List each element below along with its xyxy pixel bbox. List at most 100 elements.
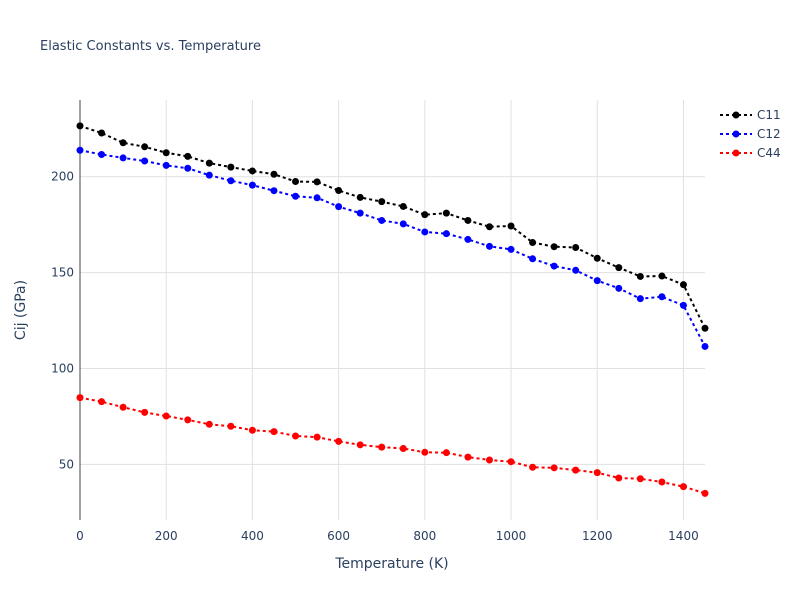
series-c12 [76, 146, 709, 350]
grid [80, 100, 705, 520]
data-point-c12 [313, 194, 321, 202]
data-point-c44 [270, 428, 278, 436]
data-point-c44 [248, 426, 256, 434]
data-point-c44 [701, 489, 709, 497]
x-tick-label: 800 [413, 529, 436, 543]
data-point-c12 [76, 146, 84, 154]
data-point-c12 [184, 164, 192, 172]
data-point-c11 [701, 324, 709, 332]
data-point-c12 [550, 262, 558, 270]
data-point-c12 [421, 228, 429, 236]
data-point-c44 [98, 398, 106, 406]
data-point-c12 [485, 242, 493, 250]
data-point-c11 [141, 143, 149, 151]
data-point-c11 [615, 264, 623, 272]
legend-marker-c12 [732, 130, 740, 138]
data-point-c11 [572, 243, 580, 251]
data-point-c44 [507, 458, 515, 466]
data-point-c44 [593, 469, 601, 477]
data-point-c11 [593, 254, 601, 262]
data-point-c44 [205, 420, 213, 428]
data-point-c11 [485, 223, 493, 231]
data-point-c12 [292, 192, 300, 200]
data-point-c44 [76, 394, 84, 402]
data-point-c44 [313, 433, 321, 441]
data-point-c11 [227, 163, 235, 171]
data-point-c11 [270, 170, 278, 178]
data-point-c12 [141, 157, 149, 165]
x-tick-label: 200 [155, 529, 178, 543]
data-point-c12 [593, 277, 601, 285]
data-point-c11 [184, 152, 192, 160]
data-point-c11 [636, 272, 644, 280]
data-point-c11 [292, 178, 300, 186]
data-point-c12 [162, 161, 170, 169]
series-line-c11 [79, 124, 706, 329]
data-point-c44 [550, 464, 558, 472]
data-point-c11 [356, 193, 364, 201]
data-point-c12 [205, 171, 213, 179]
series-group [76, 122, 709, 497]
x-axis-title: Temperature (K) [334, 556, 448, 572]
legend-item-c12: C12 [720, 127, 781, 141]
data-point-c44 [529, 463, 537, 471]
data-point-c44 [335, 437, 343, 445]
data-point-c12 [701, 342, 709, 350]
data-point-c44 [485, 456, 493, 464]
x-tick-label: 0 [76, 529, 84, 543]
x-tick-label: 600 [327, 529, 350, 543]
data-point-c11 [98, 129, 106, 137]
data-point-c12 [658, 293, 666, 301]
y-axis-title: Cij (GPa) [13, 280, 29, 340]
data-point-c11 [162, 149, 170, 157]
data-point-c11 [421, 211, 429, 219]
legend-label-c11: C11 [757, 108, 781, 122]
data-point-c11 [335, 187, 343, 195]
data-point-c11 [399, 202, 407, 210]
data-point-c12 [356, 209, 364, 217]
data-point-c12 [378, 216, 386, 224]
data-point-c44 [615, 474, 623, 482]
data-point-c12 [636, 295, 644, 303]
data-point-c44 [636, 475, 644, 483]
data-point-c44 [119, 403, 127, 411]
data-point-c11 [658, 272, 666, 280]
x-tick-label: 1400 [668, 529, 699, 543]
data-point-c12 [507, 245, 515, 253]
data-point-c44 [227, 422, 235, 430]
data-point-c44 [572, 466, 580, 474]
data-point-c11 [119, 139, 127, 147]
data-point-c44 [464, 453, 472, 461]
data-point-c12 [442, 230, 450, 238]
data-point-c12 [529, 255, 537, 263]
data-point-c11 [313, 178, 321, 186]
y-tick-label: 50 [59, 457, 74, 471]
data-point-c11 [76, 122, 84, 130]
series-line-c12 [79, 149, 706, 347]
data-point-c44 [399, 444, 407, 452]
data-point-c11 [442, 209, 450, 217]
data-point-c12 [335, 203, 343, 211]
data-point-c12 [98, 150, 106, 158]
data-point-c12 [270, 187, 278, 195]
data-point-c12 [248, 181, 256, 189]
data-point-c12 [615, 284, 623, 292]
data-point-c44 [442, 449, 450, 457]
data-point-c44 [141, 408, 149, 416]
data-point-c44 [421, 448, 429, 456]
series-c44 [76, 394, 709, 497]
data-point-c11 [205, 159, 213, 167]
chart-title: Elastic Constants vs. Temperature [40, 39, 261, 54]
y-tick-label: 150 [51, 266, 74, 280]
x-tick-label: 1000 [496, 529, 527, 543]
x-tick-label: 1200 [582, 529, 613, 543]
data-point-c44 [378, 443, 386, 451]
series-line-c44 [79, 396, 706, 495]
legend-marker-c44 [732, 149, 740, 157]
data-point-c44 [292, 432, 300, 440]
data-point-c12 [227, 177, 235, 185]
data-point-c11 [529, 238, 537, 246]
data-point-c11 [464, 216, 472, 224]
